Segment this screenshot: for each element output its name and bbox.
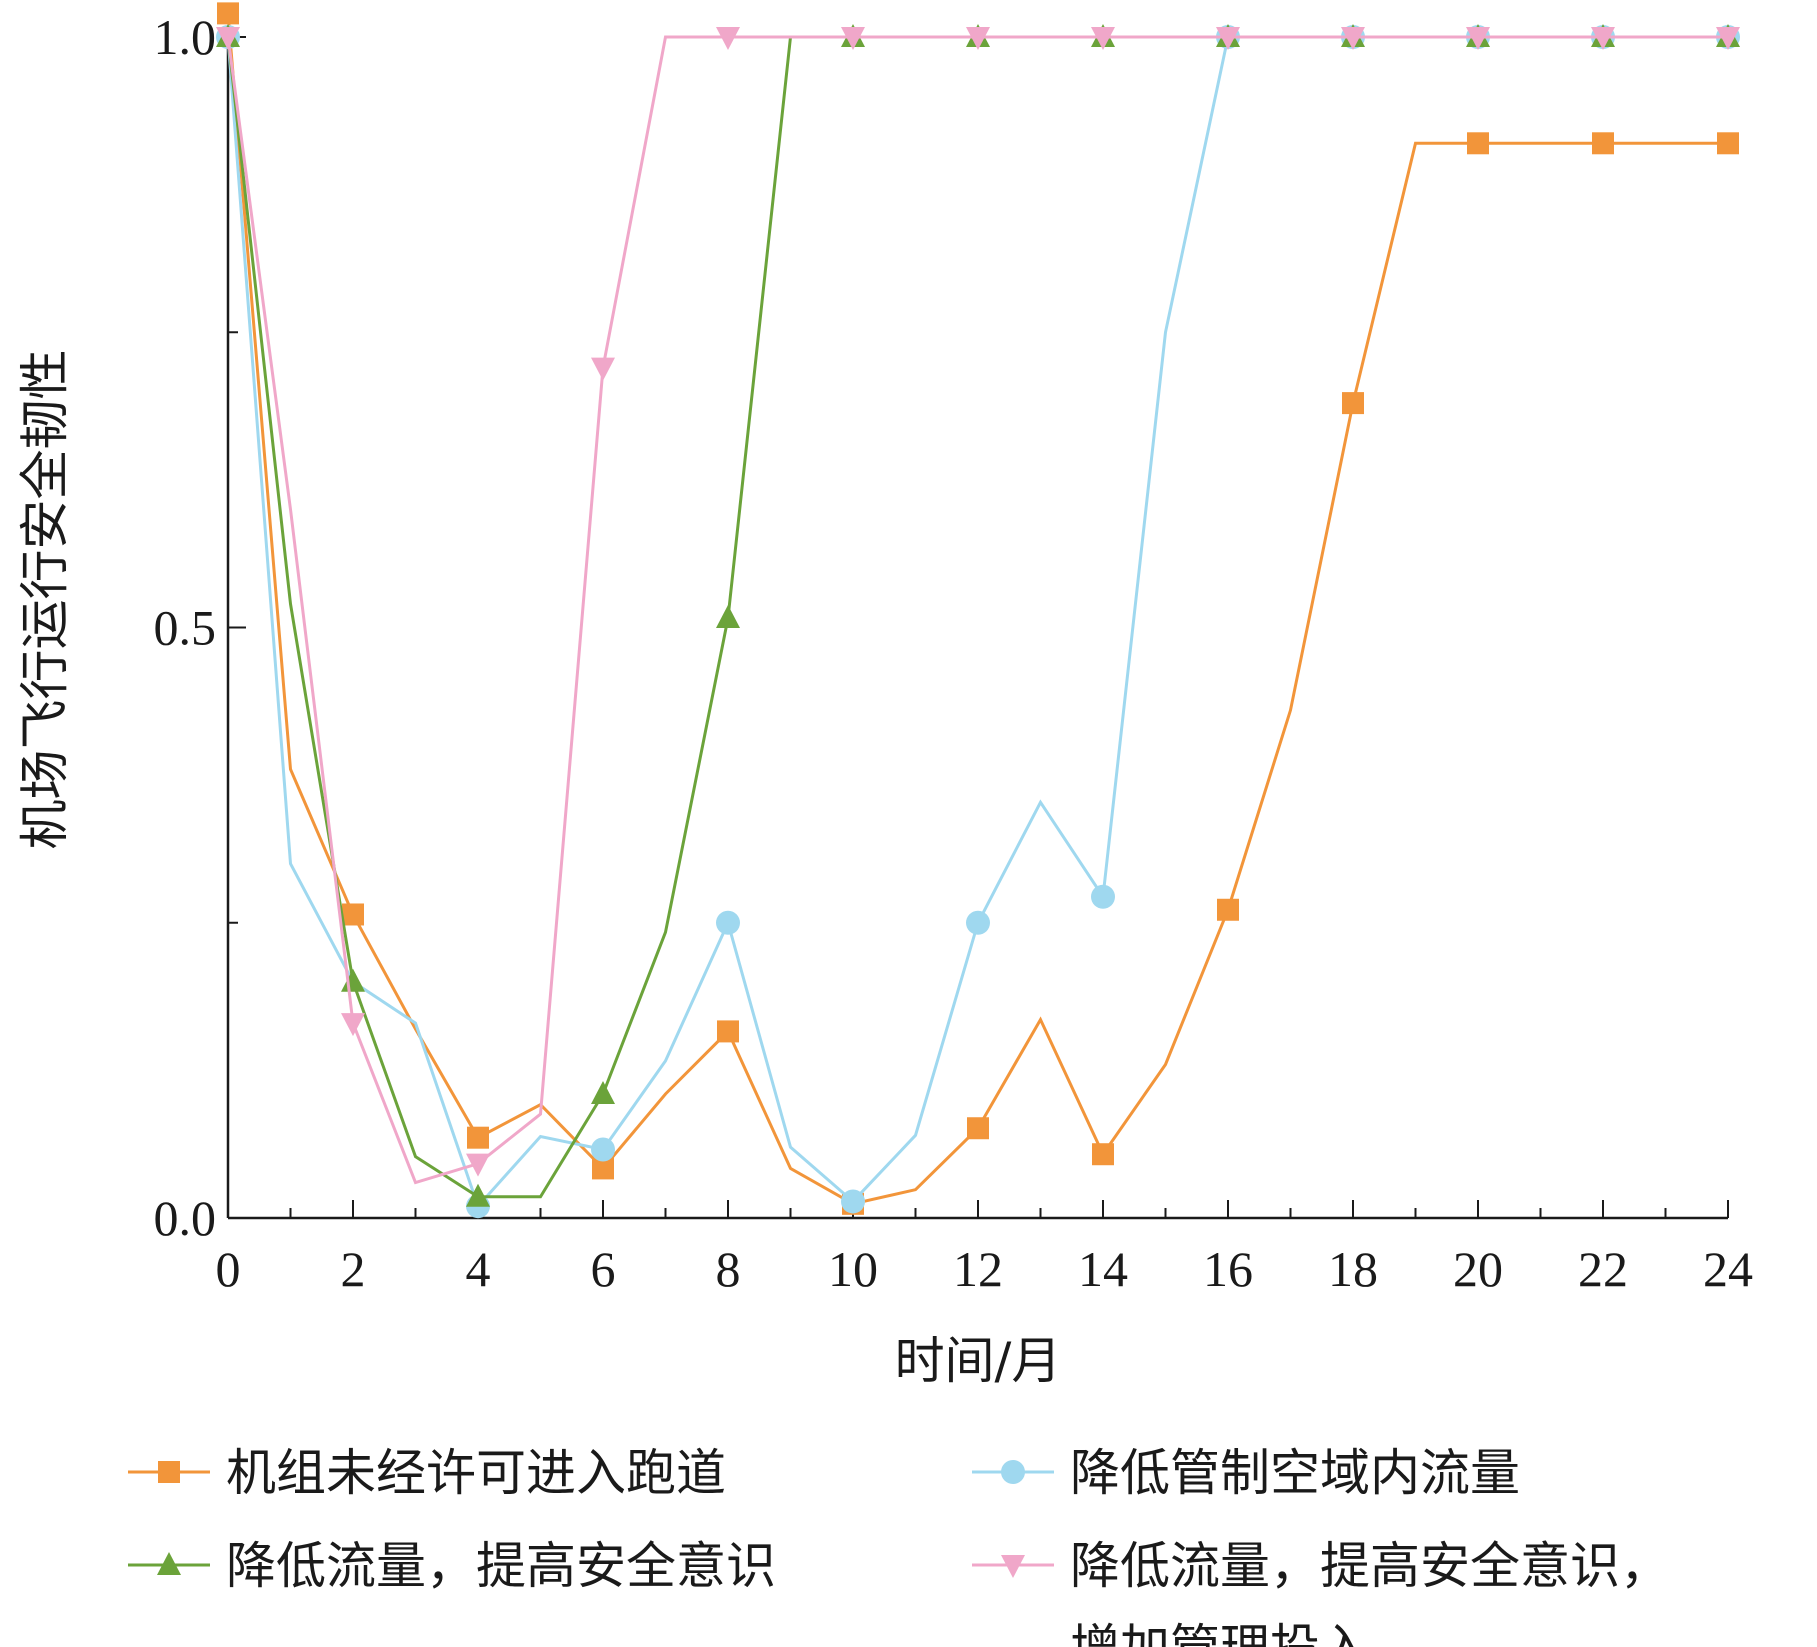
data-point — [1216, 27, 1240, 50]
data-point — [1592, 132, 1614, 155]
x-tick-label: 24 — [1703, 1241, 1753, 1297]
series-line — [226, 13, 1728, 1206]
legend-marker — [158, 1461, 180, 1483]
data-point — [341, 1013, 365, 1037]
data-point — [716, 27, 740, 50]
x-axis-title: 时间/月 — [895, 1332, 1062, 1390]
data-point — [467, 1126, 489, 1149]
legend-item-3: 降低流量，提高安全意识 — [128, 1537, 776, 1595]
x-tick-label: 20 — [1453, 1241, 1503, 1297]
legend-label: 增加管理投入 — [1070, 1619, 1370, 1647]
x-tick-label: 14 — [1078, 1241, 1128, 1297]
y-tick-label: 0.5 — [154, 600, 217, 656]
x-tick-label: 2 — [341, 1241, 366, 1297]
data-point — [591, 357, 615, 381]
data-point — [466, 1153, 490, 1177]
data-point — [717, 1020, 739, 1043]
legend-item-4: 降低流量，提高安全意识， 增加管理投入 — [972, 1537, 1670, 1647]
data-point — [1091, 27, 1115, 50]
data-point — [966, 910, 990, 935]
data-point — [591, 1080, 615, 1104]
x-tick-label: 16 — [1203, 1241, 1253, 1297]
legend-label: 机组未经许可进入跑道 — [226, 1444, 726, 1502]
x-tick-label: 0 — [216, 1241, 241, 1297]
legend-marker — [157, 1552, 181, 1575]
legend-marker — [1001, 1555, 1025, 1578]
data-point — [1716, 27, 1740, 50]
data-point — [341, 968, 365, 992]
data-point — [841, 27, 865, 50]
data-point — [1092, 1143, 1114, 1166]
data-point — [1466, 27, 1490, 50]
axis-ticks: 0 2 4 6 8 10 12 14 16 18 20 22 240.00.51.0 — [154, 9, 1754, 1297]
y-tick-label: 1.0 — [154, 9, 217, 65]
data-point — [216, 27, 240, 50]
x-tick-label: 4 — [466, 1241, 491, 1297]
series-line — [226, 35, 1728, 1210]
x-tick-label: 6 — [591, 1241, 616, 1297]
series-3 — [216, 24, 1740, 1207]
data-point — [716, 605, 740, 629]
legend-item-2: 降低管制空域内流量 — [972, 1444, 1520, 1502]
series-2 — [216, 25, 1740, 1219]
series-1 — [217, 2, 1739, 1215]
data-point — [716, 910, 740, 935]
legend-label: 降低流量，提高安全意识 — [226, 1537, 776, 1595]
legend-label: 降低管制空域内流量 — [1070, 1444, 1520, 1502]
series-line — [226, 35, 1728, 1185]
data-point — [841, 1189, 865, 1214]
x-tick-label: 10 — [828, 1241, 878, 1297]
legend-item-1: 机组未经许可进入跑道 — [128, 1444, 726, 1502]
data-point — [592, 1157, 614, 1180]
series-layer — [216, 2, 1740, 1219]
data-point — [591, 1137, 615, 1162]
legend-label: 降低流量，提高安全意识， — [1070, 1537, 1670, 1595]
y-tick-label: 0.0 — [154, 1190, 217, 1246]
x-tick-label: 12 — [953, 1241, 1003, 1297]
series-4 — [216, 27, 1740, 1185]
y-axis-title: 机场飞行运行安全韧性 — [16, 350, 74, 850]
series-line — [226, 35, 1728, 1199]
data-point — [1341, 27, 1365, 50]
data-point — [966, 27, 990, 50]
data-point — [1467, 132, 1489, 155]
data-point — [342, 903, 364, 926]
x-tick-label: 22 — [1578, 1241, 1628, 1297]
data-point — [217, 2, 239, 25]
axes — [226, 29, 1728, 1220]
x-tick-label: 8 — [716, 1241, 741, 1297]
data-point — [1091, 884, 1115, 909]
legend-marker — [1001, 1460, 1025, 1484]
x-tick-label: 18 — [1328, 1241, 1378, 1297]
data-point — [967, 1117, 989, 1140]
data-point — [1342, 392, 1364, 415]
data-point — [1591, 27, 1615, 50]
data-point — [1717, 132, 1739, 155]
data-point — [466, 1183, 490, 1207]
data-point — [1217, 898, 1239, 921]
